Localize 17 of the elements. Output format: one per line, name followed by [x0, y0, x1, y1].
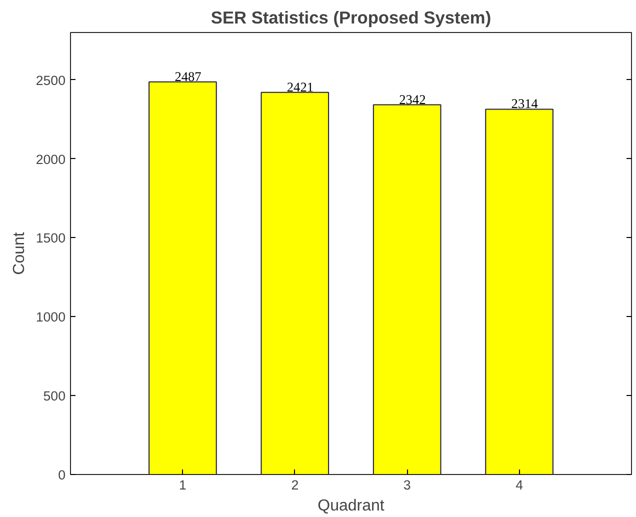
y-tick-label: 1000 [36, 310, 66, 325]
chart-title: SER Statistics (Proposed System) [210, 8, 492, 28]
y-axis-title: Count [10, 232, 28, 275]
y-tick-label: 500 [43, 388, 66, 404]
x-tick-label: 4 [516, 478, 524, 492]
y-tick-label: 2000 [36, 152, 66, 167]
data-label: 2314 [511, 96, 538, 112]
data-label: 2342 [399, 92, 426, 107]
data-label: 2421 [286, 79, 314, 94]
x-axis-title: Quadrant [318, 498, 385, 514]
x-tick-label: 2 [291, 478, 299, 492]
data-label: 2487 [174, 68, 202, 84]
y-tick-label: 0 [58, 468, 66, 482]
x-tick-label: 1 [178, 478, 186, 492]
y-tick-label: 2500 [36, 72, 66, 88]
x-tick-label: 3 [403, 478, 411, 492]
y-tick-label: 1500 [36, 230, 66, 246]
